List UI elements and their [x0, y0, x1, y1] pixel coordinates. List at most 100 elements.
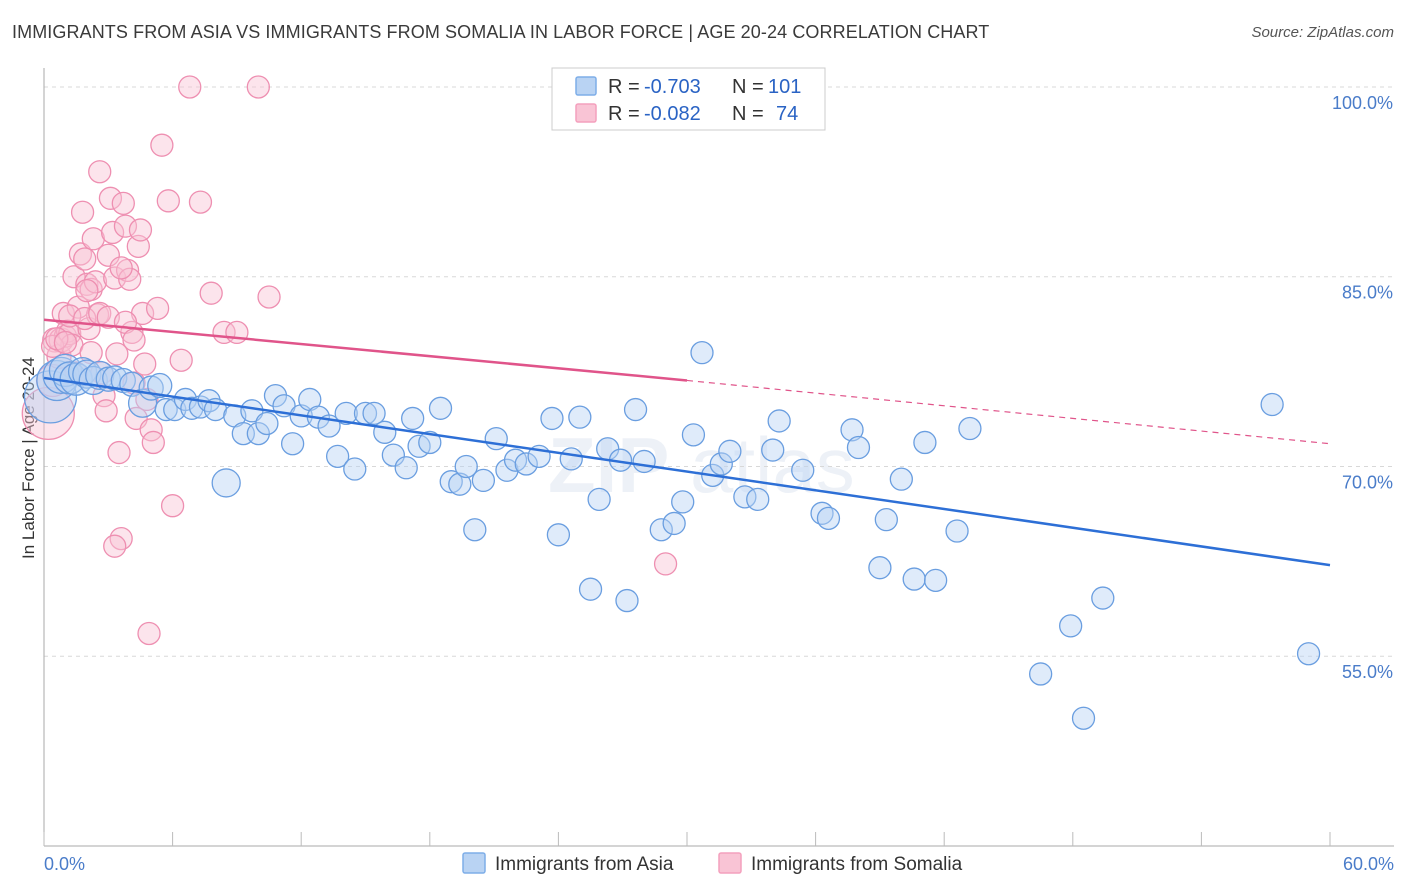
legend-asia-n-label: N =: [732, 76, 764, 98]
somalia-point: [122, 328, 146, 352]
somalia-point: [109, 256, 133, 280]
asia-point: [840, 418, 864, 442]
asia-point: [540, 406, 564, 431]
asia-point: [568, 405, 592, 429]
bottom-legend-asia-label: Immigrants from Asia: [495, 854, 674, 875]
asia-point: [362, 401, 386, 426]
asia-point: [448, 472, 472, 496]
asia-point: [709, 452, 733, 476]
somalia-point: [169, 348, 193, 372]
somalia-point: [188, 190, 213, 214]
somalia-point: [98, 186, 123, 210]
somalia-point: [150, 133, 174, 157]
legend-asia-r-label: R =: [608, 76, 640, 98]
somalia-point: [141, 430, 165, 455]
asia-point: [255, 411, 279, 436]
legend-somalia-r-label: R =: [608, 103, 640, 125]
asia-point: [958, 416, 982, 441]
legend-somalia-n-value: 74: [776, 103, 798, 125]
asia-point: [846, 435, 871, 460]
somalia-point: [96, 305, 120, 329]
y-tick-label: 85.0%: [1342, 283, 1393, 303]
asia-point: [463, 518, 487, 542]
somalia-point: [103, 534, 127, 558]
asia-point: [471, 468, 496, 493]
somalia-point: [73, 247, 97, 271]
y-tick-label: 55.0%: [1342, 662, 1393, 682]
grid: [44, 86, 1394, 657]
x-tick-label-max: 60.0%: [1343, 854, 1394, 874]
asia-point: [662, 511, 686, 536]
legend-somalia-n-label: N =: [732, 103, 764, 125]
somalia-point: [156, 189, 180, 213]
asia-point: [280, 432, 305, 456]
legend-asia-swatch: [575, 76, 597, 96]
asia-point: [418, 430, 442, 455]
asia-point: [373, 420, 397, 444]
asia-point: [945, 519, 969, 543]
somalia-point: [83, 270, 108, 294]
asia-point: [1071, 706, 1096, 730]
y-tick-labels: 55.0% 70.0% 85.0% 100.0%: [1332, 93, 1393, 682]
somalia-point: [133, 352, 157, 376]
somalia-point: [107, 440, 131, 465]
asia-point: [559, 447, 583, 471]
asia-point: [325, 444, 350, 469]
trend-lines: [43, 318, 1331, 567]
somalia-point: [653, 552, 678, 576]
asia-point: [454, 454, 478, 479]
somalia-point: [160, 494, 185, 518]
asia-point: [649, 518, 673, 542]
asia-point: [690, 340, 714, 365]
asia-point: [102, 365, 128, 391]
x-tick-label-min: 0.0%: [44, 854, 85, 874]
somalia-point: [137, 621, 161, 646]
somalia-trend-line: [43, 318, 688, 382]
somalia-point: [145, 296, 170, 321]
legend-asia-r-value: -0.703: [644, 76, 701, 98]
asia-point: [1260, 392, 1284, 417]
asia-point: [154, 397, 178, 422]
legend-frame: [551, 67, 826, 131]
asia-point: [632, 449, 656, 474]
asia-point: [816, 506, 841, 531]
somalia-point: [225, 320, 249, 345]
asia-point: [746, 487, 770, 512]
asia-point: [767, 409, 791, 433]
axes: [43, 68, 1394, 847]
asia-point: [761, 438, 785, 462]
bottom-legend-asia-swatch: [462, 852, 486, 874]
somalia-point: [199, 281, 223, 305]
legend-somalia-swatch: [575, 103, 597, 123]
asia-point: [381, 443, 406, 467]
somalia-point: [128, 218, 153, 242]
y-axis-title: In Labor Force | Age 20-24: [19, 357, 38, 559]
somalia-point: [257, 285, 281, 309]
legend-somalia-r-value: -0.082: [644, 103, 701, 125]
asia-point: [1059, 614, 1083, 638]
somalia-trend-line-dashed: [686, 379, 1331, 445]
asia-point: [211, 468, 241, 498]
somalia-point: [70, 200, 95, 224]
somalia-point: [178, 75, 202, 99]
bottom-legend: Immigrants from Asia Immigrants from Som…: [462, 852, 963, 875]
asia-point: [587, 487, 611, 512]
asia-point: [147, 372, 173, 399]
somalia-point: [109, 526, 133, 551]
asia-point: [428, 396, 453, 420]
somalia-point: [53, 330, 78, 355]
asia-point: [578, 577, 603, 601]
source-label: Source: ZipAtlas.com: [1251, 24, 1394, 41]
legend-asia-n-value: 101: [768, 76, 801, 98]
somalia-point: [113, 214, 138, 238]
asia-point: [334, 401, 358, 426]
asia-point: [1029, 662, 1053, 686]
asia-point: [791, 458, 815, 482]
asia-point: [623, 397, 648, 422]
asia-point: [923, 568, 948, 592]
asia-point: [484, 427, 508, 451]
y-tick-label: 70.0%: [1342, 472, 1393, 492]
asia-point: [868, 556, 892, 580]
asia-point: [394, 456, 418, 480]
